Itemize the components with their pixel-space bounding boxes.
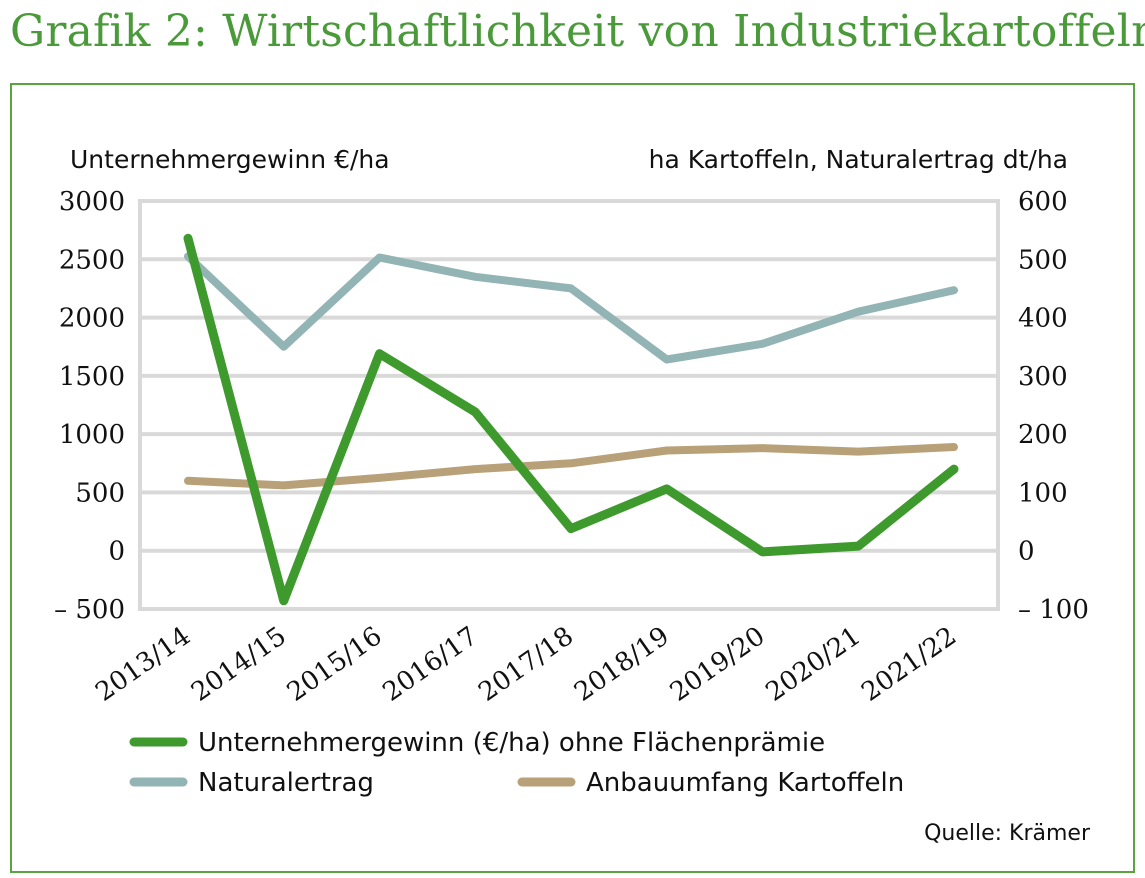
x-tick-label: 2021/22 <box>856 621 962 708</box>
y-tick-left: 0 <box>108 537 125 567</box>
legend-label-ertrag: Naturalertrag <box>198 768 374 798</box>
y-tick-right: 200 <box>1018 420 1068 450</box>
x-tick-label: 2018/19 <box>569 621 675 708</box>
y-tick-right: 100 <box>1018 478 1068 508</box>
legend-label-anbau: Anbauumfang Kartoffeln <box>586 768 904 798</box>
y-axis-right-label: ha Kartoffeln, Naturalertrag dt/ha <box>649 145 1068 174</box>
x-tick-label: 2016/17 <box>378 621 484 708</box>
y-tick-left: 2000 <box>59 304 125 334</box>
legend-label-gewinn: Unternehmergewinn (€/ha) ohne Flächenprä… <box>198 728 825 758</box>
y-tick-left: 2500 <box>59 245 125 275</box>
y-tick-left: – 500 <box>54 595 125 625</box>
y-tick-right: – 100 <box>1018 595 1089 625</box>
y-tick-right: 500 <box>1018 245 1068 275</box>
x-tick-label: 2019/20 <box>665 621 771 708</box>
y-tick-right: 300 <box>1018 362 1068 392</box>
x-tick-label: 2020/21 <box>761 621 867 708</box>
x-tick-label: 2014/15 <box>186 621 292 708</box>
y-tick-left: 1000 <box>59 420 125 450</box>
y-tick-left: 1500 <box>59 362 125 392</box>
y-tick-right: 400 <box>1018 304 1068 334</box>
y-tick-right: 600 <box>1018 187 1068 217</box>
chart-title: Grafik 2: Wirtschaftlichkeit von Industr… <box>10 6 1145 57</box>
series-line-ertrag <box>184 252 958 364</box>
y-axis-left-label: Unternehmergewinn €/ha <box>70 145 390 174</box>
series-line-anbau <box>184 443 958 490</box>
y-tick-left: 3000 <box>59 187 125 217</box>
series-line-gewinn <box>183 233 959 606</box>
x-tick-label: 2013/14 <box>90 621 196 708</box>
x-tick-label: 2015/16 <box>282 621 388 708</box>
chart-frame <box>10 83 1135 873</box>
legend: Unternehmergewinn (€/ha) ohne Flächenprä… <box>129 728 904 798</box>
y-tick-left: 500 <box>75 478 125 508</box>
source-note: Quelle: Krämer <box>924 821 1091 846</box>
y-tick-right: 0 <box>1018 537 1035 567</box>
x-tick-label: 2017/18 <box>473 621 579 708</box>
series-layer <box>183 233 959 606</box>
